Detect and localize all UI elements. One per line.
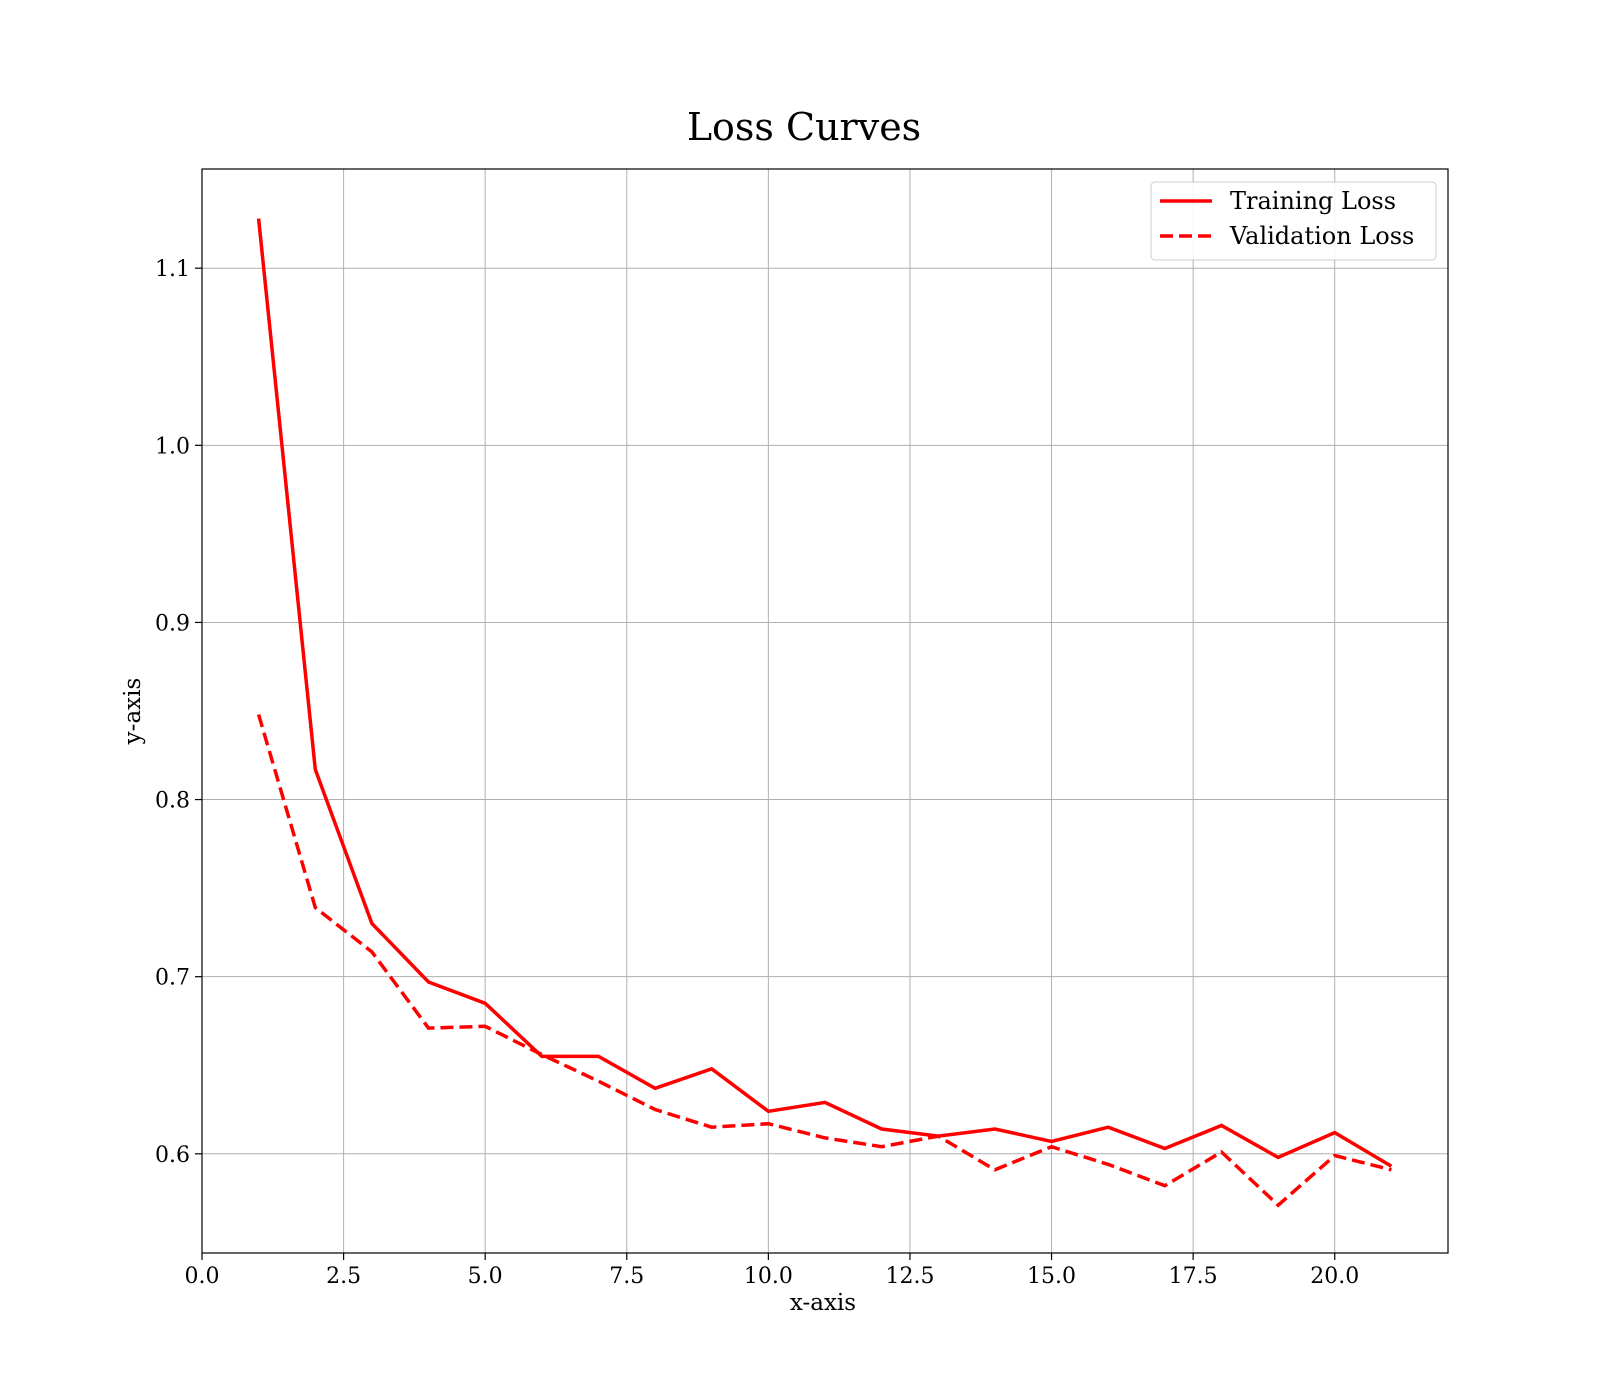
x-axis-label: x-axis (790, 1290, 856, 1316)
legend-label-training-loss: Training Loss (1230, 187, 1396, 215)
legend-label-validation-loss: Validation Loss (1229, 222, 1414, 250)
y-axis-label: y-axis (120, 678, 146, 746)
x-tick-label: 10.0 (744, 1264, 793, 1289)
y-tick-label: 0.9 (155, 611, 190, 636)
series-lines (256, 218, 1393, 1208)
legend: Training Loss Validation Loss (1150, 181, 1437, 261)
axis-ticks: 0.0 2.5 5.0 7.5 10.0 12.5 15.0 17.5 20.0 0.6 0.7 0.… (155, 257, 1359, 1289)
series-line-validation-loss (256, 714, 1392, 1208)
x-tick-label: 0.0 (185, 1264, 220, 1289)
x-tick-label: 12.5 (885, 1264, 934, 1289)
x-tick-label: 2.5 (326, 1264, 361, 1289)
plot-frame (201, 168, 1449, 1254)
y-tick-label: 1.1 (155, 257, 190, 282)
legend-box (1150, 181, 1437, 261)
x-tick-label: 20.0 (1310, 1264, 1359, 1289)
x-tick-label: 7.5 (609, 1264, 644, 1289)
series-line-training-loss (256, 218, 1393, 1168)
y-tick-label: 1.0 (155, 434, 190, 459)
y-tick-label: 0.6 (155, 1143, 190, 1168)
x-tick-label: 5.0 (468, 1264, 503, 1289)
x-tick-label: 17.5 (1169, 1264, 1218, 1289)
chart-title: Loss Curves (687, 105, 921, 149)
grid-lines (201, 169, 1448, 1253)
x-tick-label: 15.0 (1027, 1264, 1076, 1289)
y-tick-label: 0.8 (155, 789, 190, 814)
y-tick-label: 0.7 (155, 966, 190, 991)
